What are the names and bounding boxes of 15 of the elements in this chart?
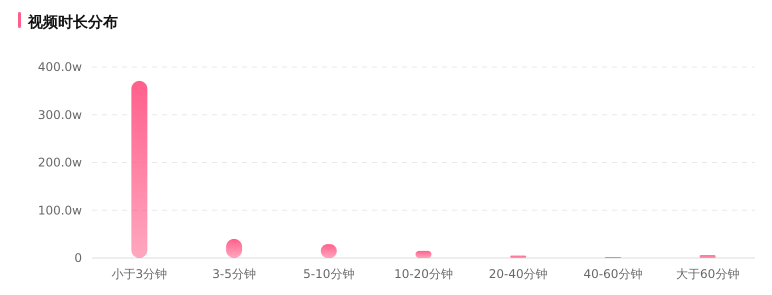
- y-tick-label: 400.0w: [38, 60, 82, 74]
- x-tick-label: 10-20分钟: [394, 267, 453, 281]
- y-tick-label: 100.0w: [38, 203, 82, 218]
- x-tick-label: 5-10分钟: [303, 267, 354, 281]
- x-tick-label: 大于60分钟: [676, 267, 740, 281]
- y-tick-label: 300.0w: [38, 108, 82, 122]
- y-tick-label: 0: [74, 251, 82, 266]
- bar: [700, 255, 716, 258]
- chart-title: 视频时长分布: [27, 13, 118, 31]
- y-tick-label: 200.0w: [38, 156, 82, 170]
- x-tick-label: 小于3分钟: [112, 267, 168, 281]
- x-tick-label: 40-60分钟: [583, 267, 642, 281]
- bar: [131, 80, 148, 258]
- x-tick-label: 20-40分钟: [488, 267, 548, 281]
- x-tick-label: 3-5分钟: [212, 267, 256, 281]
